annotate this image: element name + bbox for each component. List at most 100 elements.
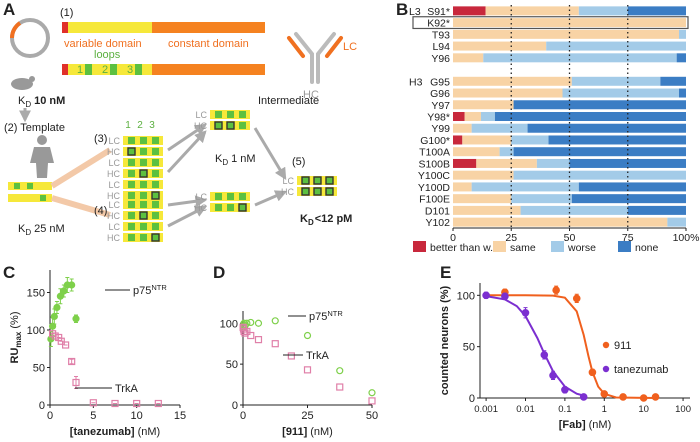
- bar-segment: [511, 194, 572, 204]
- x-tick-label: 100: [675, 404, 691, 415]
- bar-segment: [453, 135, 463, 145]
- loop-block: [128, 223, 135, 230]
- series-label: TrkA: [115, 383, 138, 395]
- loop-block: [128, 201, 135, 208]
- y-tick-label: L94: [432, 41, 450, 53]
- bar-segment: [548, 135, 686, 145]
- intermediate-label: Intermediate: [258, 95, 319, 107]
- x-tick-label: 50: [366, 410, 378, 422]
- loop-block: [139, 169, 148, 178]
- kd-subscript: D: [25, 100, 31, 109]
- point: [254, 336, 263, 344]
- panel-letter: E: [440, 263, 451, 282]
- x-axis-label-main: [911]: [282, 426, 307, 438]
- point: [89, 399, 97, 407]
- loop-block: [27, 183, 33, 189]
- loop-block: [152, 170, 159, 177]
- y-tick-label: G96: [430, 88, 450, 100]
- antibody-icon: [287, 32, 343, 84]
- y-tick-label: 50: [463, 342, 475, 354]
- lc-label: LC: [282, 176, 294, 186]
- y-tick-label: T100A: [419, 147, 450, 159]
- bar-segment: [679, 29, 686, 39]
- point: [651, 393, 660, 401]
- loop-block: [227, 111, 234, 118]
- lc-label: LC: [108, 200, 120, 210]
- x-axis-label: [Fab] (nM): [559, 419, 612, 431]
- x-tick-label: 25: [301, 410, 313, 422]
- loop-block: [128, 192, 135, 199]
- y-axis-label-sub: max: [14, 331, 23, 348]
- hc-label: HC: [194, 203, 207, 213]
- kd-subscript: D: [308, 218, 314, 227]
- loop-block: [140, 159, 147, 166]
- hc-leader: [62, 64, 68, 75]
- point: [639, 394, 648, 402]
- x-axis-label: [tanezumab] (nM): [70, 426, 160, 438]
- x-tick-label: 5: [90, 410, 96, 422]
- bar-segment: [453, 100, 514, 110]
- loop-block: [152, 181, 159, 188]
- loop-block: [239, 193, 246, 200]
- bar-segment: [571, 76, 661, 86]
- legend-swatch: [618, 241, 631, 252]
- point: [72, 378, 80, 387]
- loop-block: [152, 159, 159, 166]
- highlight-box: [412, 16, 689, 30]
- lc-label: LC: [108, 180, 120, 190]
- loop-block: [215, 111, 222, 118]
- loop-block: [135, 64, 142, 75]
- bar-segment: [571, 194, 686, 204]
- hc-label: HC: [107, 169, 120, 179]
- y-tick-label: 0: [39, 400, 45, 412]
- fit-curve: [485, 295, 584, 397]
- bar-segment: [578, 6, 628, 16]
- point: [61, 341, 70, 349]
- bar-segment: [453, 29, 680, 39]
- loop-block: [313, 176, 322, 185]
- point: [303, 366, 312, 374]
- kd-symbol: K: [18, 95, 26, 107]
- lc-label: LC: [195, 110, 207, 120]
- y-tick-label: Y98*: [427, 112, 450, 124]
- step-label: (2) Template: [4, 122, 65, 134]
- y-tick-label: 0: [232, 400, 238, 412]
- bar-segment: [453, 6, 486, 16]
- loop-block: [140, 192, 147, 199]
- loop-block: [140, 234, 147, 241]
- point: [336, 367, 344, 375]
- bar-segment: [453, 76, 572, 86]
- kd-value: 1 nM: [231, 153, 255, 165]
- point: [501, 292, 509, 301]
- loop-block: [128, 137, 135, 144]
- loop-block: [140, 148, 147, 155]
- loop-block: [227, 204, 234, 211]
- error-bar: [69, 358, 74, 365]
- series-label-name: p75: [309, 311, 327, 323]
- point: [68, 281, 76, 289]
- panel-letter: C: [3, 263, 15, 282]
- point: [247, 318, 255, 327]
- series-label: TrkA: [306, 350, 329, 362]
- panel-a-art: [8, 18, 343, 228]
- point: [588, 368, 597, 377]
- point: [243, 327, 251, 336]
- legend-swatch: [493, 241, 506, 252]
- y-tick-label: S100B: [418, 158, 450, 170]
- legend-label: same: [510, 242, 536, 254]
- point: [50, 312, 58, 321]
- y-axis-label-main: counted neurons (%): [439, 285, 451, 395]
- series-label: p75NTR: [133, 283, 167, 297]
- y-tick-label: Y100D: [418, 182, 451, 194]
- bar-segment: [453, 147, 500, 157]
- panel-letter: D: [213, 263, 225, 282]
- loop-number: 1: [77, 64, 83, 76]
- step-label: (3): [94, 133, 107, 145]
- error-bar: [74, 376, 78, 389]
- loop-block: [140, 223, 147, 230]
- point: [271, 340, 279, 348]
- bar-segment: [453, 88, 563, 98]
- bar-segment: [627, 205, 686, 215]
- bar-segment: [453, 170, 514, 180]
